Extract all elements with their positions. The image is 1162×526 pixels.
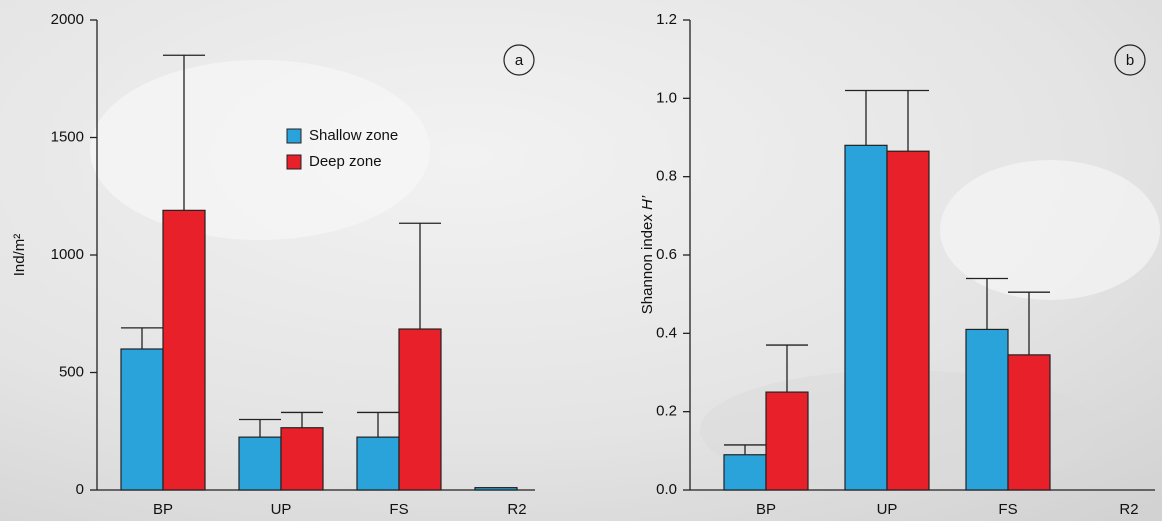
panel-circle	[503, 44, 535, 76]
y-tick-label: 1.0	[656, 89, 677, 106]
bar	[162, 209, 206, 491]
x-tick-label: BP	[756, 501, 776, 518]
y-tick-label: 0.2	[656, 403, 677, 420]
background-shape	[940, 160, 1160, 300]
legend-swatch	[286, 154, 302, 170]
legend-label: Shallow zone	[309, 127, 398, 144]
background-shape	[90, 60, 430, 240]
y-tick-label: 0	[76, 481, 84, 498]
panel-label: b	[1126, 52, 1134, 69]
x-tick-label: UP	[271, 501, 292, 518]
y-tick-label: 0.0	[656, 481, 677, 498]
x-tick-label: UP	[877, 501, 898, 518]
bar	[886, 150, 930, 491]
bar	[1007, 354, 1051, 491]
y-axis-label-text: Shannon index	[639, 214, 656, 315]
y-tick-label: 0.4	[656, 324, 677, 341]
y-tick-label: 0.6	[656, 246, 677, 263]
y-tick-label: 500	[59, 363, 84, 380]
bar	[844, 144, 888, 491]
y-axis-label: Shannon index H’	[639, 195, 656, 314]
y-tick-label: 1.2	[656, 11, 677, 28]
bar	[238, 436, 282, 491]
bar	[965, 328, 1009, 491]
y-axis-label-text: Ind/m²	[11, 234, 28, 277]
bar	[280, 427, 324, 491]
x-tick-label: FS	[389, 501, 408, 518]
x-tick-label: R2	[507, 501, 526, 518]
y-tick-label: 2000	[51, 11, 84, 28]
y-axis-label: Ind/m²	[11, 234, 28, 277]
x-tick-label: R2	[1119, 501, 1138, 518]
bar	[120, 348, 164, 491]
legend-swatch	[286, 128, 302, 144]
bar	[398, 328, 442, 491]
legend-label: Deep zone	[309, 153, 382, 170]
panel-circle	[1114, 44, 1146, 76]
y-axis-label-italic: H’	[639, 195, 656, 210]
panel-label: a	[515, 52, 524, 69]
bar	[765, 391, 809, 491]
y-tick-label: 0.8	[656, 168, 677, 185]
bar	[723, 454, 767, 491]
bar	[356, 436, 400, 491]
y-tick-label: 1500	[51, 128, 84, 145]
x-tick-label: BP	[153, 501, 173, 518]
bar	[474, 487, 518, 491]
x-tick-label: FS	[998, 501, 1017, 518]
y-tick-label: 1000	[51, 246, 84, 263]
